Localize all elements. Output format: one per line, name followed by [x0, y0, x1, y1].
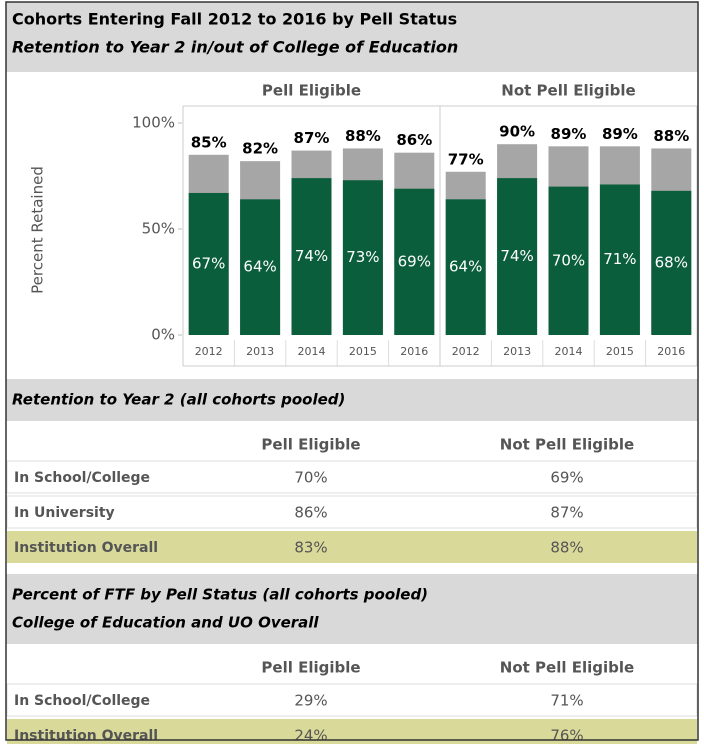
bar [651, 190, 692, 335]
value-label: 70% [552, 251, 585, 269]
y-tick-label: 100% [132, 114, 175, 132]
column-header: Pell Eligible [261, 436, 360, 454]
bar [342, 180, 383, 335]
bar [497, 178, 538, 335]
total-label: 85% [191, 133, 227, 151]
y-tick-label: 50% [142, 220, 175, 238]
column-header: Not Pell Eligible [500, 436, 634, 454]
total-label: 90% [499, 123, 535, 141]
value-label: 71% [603, 250, 636, 268]
bar [599, 184, 640, 335]
bar [240, 199, 281, 335]
row-bg [7, 531, 697, 563]
total-label: 89% [602, 125, 638, 143]
cell: 69% [550, 469, 583, 487]
row-label: Institution Overall [14, 728, 158, 744]
cell: 86% [294, 504, 327, 522]
section-title: Retention to Year 2 (all cohorts pooled) [12, 391, 345, 409]
row-label: In School/College [14, 470, 150, 486]
total-label: 89% [551, 125, 587, 143]
row-label: Institution Overall [14, 540, 158, 556]
value-label: 74% [500, 247, 533, 265]
chart-title: Cohorts Entering Fall 2012 to 2016 by Pe… [12, 10, 457, 29]
row-bg [6, 495, 698, 529]
x-tick-label: 2014 [555, 345, 583, 358]
cell: 76% [550, 727, 583, 745]
cell: 87% [550, 504, 583, 522]
cell: 70% [294, 469, 327, 487]
panel-title: Pell Eligible [262, 82, 361, 100]
section-title: College of Education and UO Overall [12, 614, 319, 632]
value-label: 74% [295, 247, 328, 265]
bar [445, 199, 486, 335]
bar [394, 188, 435, 335]
total-label: 82% [242, 140, 278, 158]
header-bg [6, 2, 698, 72]
row-bg [6, 683, 698, 717]
total-label: 77% [448, 150, 484, 168]
value-label: 68% [655, 253, 688, 271]
value-label: 69% [398, 252, 431, 270]
cell: 83% [294, 539, 327, 557]
x-tick-label: 2015 [349, 345, 377, 358]
cell: 71% [550, 692, 583, 710]
section-title: Percent of FTF by Pell Status (all cohor… [12, 586, 428, 604]
cell: 88% [550, 539, 583, 557]
chart-subtitle: Retention to Year 2 in/out of College of… [12, 38, 458, 57]
x-tick-label: 2015 [606, 345, 634, 358]
value-label: 64% [243, 258, 276, 276]
total-label: 87% [294, 129, 330, 147]
bar [291, 178, 332, 335]
column-header: Pell Eligible [261, 659, 360, 677]
x-tick-label: 2016 [400, 345, 428, 358]
row-bg [7, 719, 697, 748]
bar [548, 186, 589, 335]
row-label: In University [14, 505, 115, 521]
x-tick-label: 2013 [246, 345, 274, 358]
frame [5, 1, 699, 741]
x-tick-label: 2012 [195, 345, 223, 358]
total-label: 88% [653, 127, 689, 145]
y-axis-label: Percent Retained [29, 166, 47, 294]
total-label: 88% [345, 127, 381, 145]
x-tick-label: 2016 [657, 345, 685, 358]
value-label: 67% [192, 254, 225, 272]
x-tick-label: 2013 [503, 345, 531, 358]
section-header-bg [6, 379, 698, 421]
total-label: 86% [396, 131, 432, 149]
row-label: In School/College [14, 693, 150, 709]
value-label: 73% [346, 248, 379, 266]
column-header: Not Pell Eligible [500, 659, 634, 677]
panel-title: Not Pell Eligible [501, 82, 635, 100]
cell: 24% [294, 727, 327, 745]
row-bg [6, 460, 698, 494]
section-header-bg [6, 574, 698, 644]
bar [188, 192, 229, 335]
value-label: 64% [449, 258, 482, 276]
x-tick-label: 2014 [298, 345, 326, 358]
x-tick-label: 2012 [452, 345, 480, 358]
y-tick-label: 0% [151, 326, 175, 344]
cell: 29% [294, 692, 327, 710]
